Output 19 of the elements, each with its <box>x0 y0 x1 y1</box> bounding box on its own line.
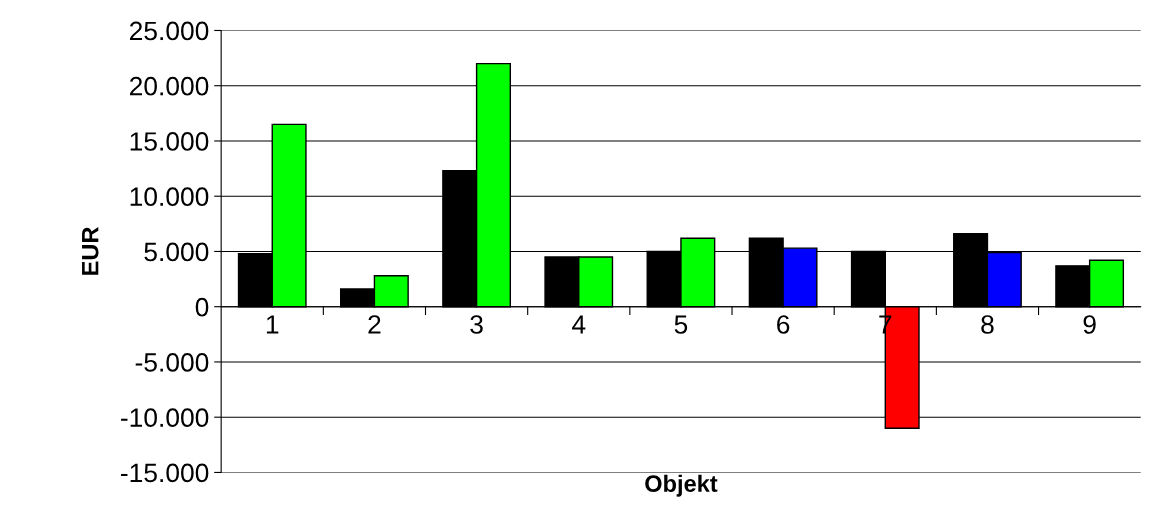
y-tick-label: 0 <box>195 297 209 317</box>
x-tick-label: 4 <box>572 315 586 334</box>
y-tick-label: -10.000 <box>121 408 209 428</box>
x-tick-label: 1 <box>266 315 279 334</box>
x-axis-title: Objekt <box>645 474 718 497</box>
x-tick-label: 6 <box>777 315 790 334</box>
x-tick-label: 5 <box>674 315 688 334</box>
x-tick-label: 2 <box>368 315 381 334</box>
y-axis-title: EUR <box>82 227 99 275</box>
y-tick-label: 15.000 <box>130 132 209 151</box>
x-tick-label: 8 <box>981 315 994 334</box>
y-tick-label: -15.000 <box>121 463 209 483</box>
y-tick-label: -5.000 <box>135 353 209 372</box>
y-tick-label: 5.000 <box>144 242 209 262</box>
x-tick-label: 9 <box>1083 315 1096 334</box>
x-tick-label: 3 <box>470 315 483 334</box>
y-tick-label: 10.000 <box>130 187 209 207</box>
y-tick-label: 20.000 <box>129 76 209 96</box>
y-tick-label: 25.000 <box>129 21 209 41</box>
